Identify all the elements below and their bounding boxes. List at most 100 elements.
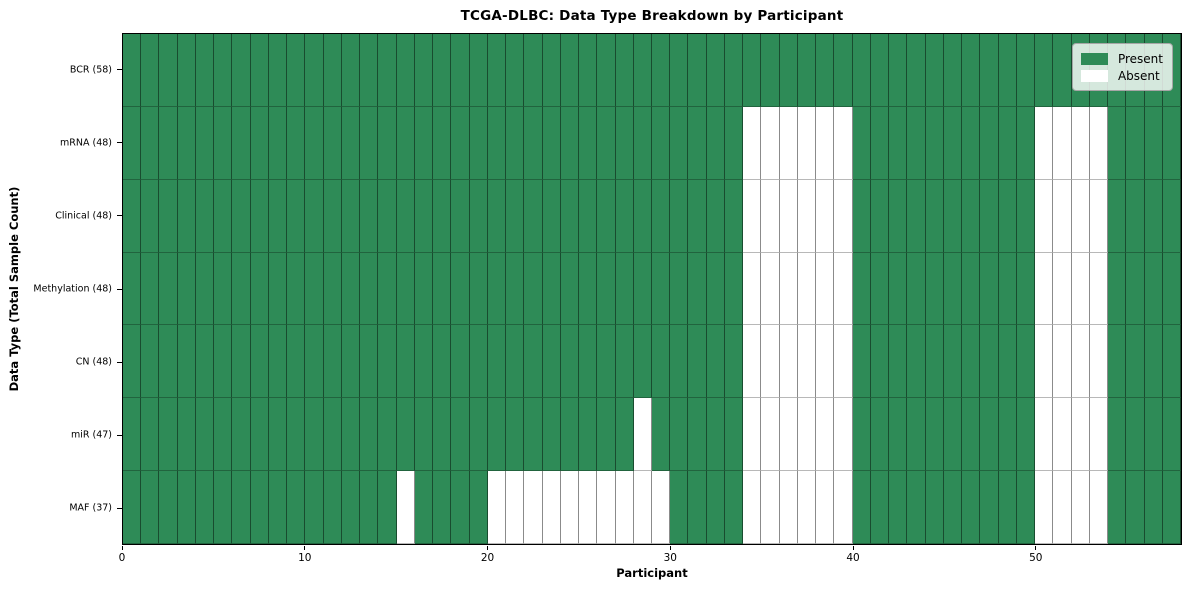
heatmap-cell: [159, 179, 178, 253]
heatmap-cell: [560, 34, 580, 107]
heatmap-cell: [414, 398, 434, 472]
heatmap-cell: [1108, 471, 1127, 544]
heatmap-cell: [943, 34, 963, 107]
heatmap-cell: [1162, 106, 1181, 180]
heatmap-cell: [1035, 252, 1054, 326]
heatmap-cell: [943, 471, 963, 544]
heatmap-cell: [706, 106, 725, 180]
heatmap-cell: [816, 398, 835, 472]
heatmap-cell: [1053, 106, 1072, 180]
y-tick-mark: [117, 69, 122, 71]
heatmap-cell: [724, 471, 744, 544]
heatmap-cell: [451, 325, 470, 399]
heatmap-cell: [323, 471, 342, 544]
heatmap-cell: [597, 398, 616, 472]
heatmap-cell: [305, 34, 324, 107]
heatmap-cell: [816, 179, 835, 253]
heatmap-cell: [706, 252, 725, 326]
heatmap-cell: [232, 34, 251, 107]
heatmap-cell: [706, 34, 725, 107]
heatmap-cell: [378, 34, 397, 107]
heatmap-cell: [797, 252, 817, 326]
heatmap-cell: [268, 106, 288, 180]
heatmap-cell: [870, 471, 890, 544]
x-tick-mark: [852, 546, 854, 550]
heatmap-cell: [889, 106, 908, 180]
heatmap-cell: [852, 106, 871, 180]
heatmap-cell: [287, 325, 306, 399]
heatmap-cell: [761, 106, 780, 180]
heatmap-cell: [870, 34, 890, 107]
heatmap-cell: [250, 398, 269, 472]
heatmap-cell: [998, 106, 1017, 180]
heatmap-cell: [852, 325, 871, 399]
heatmap-cell: [870, 252, 890, 326]
heatmap-cell: [487, 252, 507, 326]
x-tick-mark: [669, 546, 671, 550]
heatmap-cell: [250, 252, 269, 326]
heatmap-cell: [524, 325, 543, 399]
heatmap-cell: [1108, 179, 1127, 253]
heatmap-cell: [1126, 471, 1145, 544]
heatmap-cell: [542, 398, 561, 472]
heatmap-cell: [651, 106, 671, 180]
heatmap-cell: [779, 325, 798, 399]
heatmap-cell: [1071, 325, 1090, 399]
heatmap-cell: [907, 106, 926, 180]
heatmap-cell: [615, 252, 634, 326]
heatmap-cell: [797, 325, 817, 399]
heatmap-cell: [1108, 252, 1127, 326]
heatmap-cell: [141, 106, 160, 180]
heatmap-cell: [852, 179, 871, 253]
heatmap-cell: [834, 34, 853, 107]
heatmap-cell: [378, 471, 397, 544]
heatmap-cell: [980, 179, 999, 253]
x-tick-label: 10: [298, 552, 312, 564]
heatmap-cell: [834, 471, 853, 544]
heatmap-cell: [907, 179, 926, 253]
heatmap-cell: [743, 398, 762, 472]
heatmap-cell: [451, 471, 470, 544]
heatmap-cell: [542, 34, 561, 107]
heatmap-cell: [414, 106, 434, 180]
heatmap-cell: [396, 106, 415, 180]
heatmap-cell: [998, 398, 1017, 472]
heatmap-cell: [305, 471, 324, 544]
heatmap-cell: [506, 325, 525, 399]
heatmap-cell: [743, 252, 762, 326]
heatmap-cell: [487, 398, 507, 472]
heatmap-cell: [250, 34, 269, 107]
heatmap-cell: [341, 325, 361, 399]
heatmap-cell: [214, 398, 233, 472]
heatmap-cell: [1144, 398, 1163, 472]
heatmap-cell: [670, 34, 689, 107]
x-tick-label: 30: [663, 552, 677, 564]
heatmap-cell: [724, 252, 744, 326]
heatmap-cell: [1126, 325, 1145, 399]
heatmap-cell: [779, 252, 798, 326]
heatmap-cell: [214, 106, 233, 180]
heatmap-cell: [560, 471, 580, 544]
heatmap-cell: [579, 471, 598, 544]
x-tick-label: 20: [480, 552, 495, 564]
heatmap-cell: [743, 179, 762, 253]
heatmap-cell: [943, 252, 963, 326]
heatmap-cell: [451, 179, 470, 253]
heatmap-cell: [834, 252, 853, 326]
x-tick-label: 0: [118, 552, 126, 564]
heatmap-cell: [1162, 252, 1181, 326]
heatmap-cell: [469, 398, 488, 472]
legend-label: Absent: [1117, 68, 1160, 83]
heatmap-cell: [1108, 325, 1127, 399]
x-tick-label: 40: [846, 552, 860, 564]
heatmap-cell: [670, 106, 689, 180]
x-axis-ticks: 0 10 20 30 40 50: [118, 545, 1182, 575]
heatmap-cell: [889, 398, 908, 472]
heatmap-cell: [615, 179, 634, 253]
heatmap-cell: [579, 179, 598, 253]
heatmap-cell: [1053, 179, 1072, 253]
heatmap-cell: [506, 252, 525, 326]
heatmap-cell: [579, 106, 598, 180]
heatmap-cell: [1035, 106, 1054, 180]
heatmap-cell: [469, 179, 488, 253]
